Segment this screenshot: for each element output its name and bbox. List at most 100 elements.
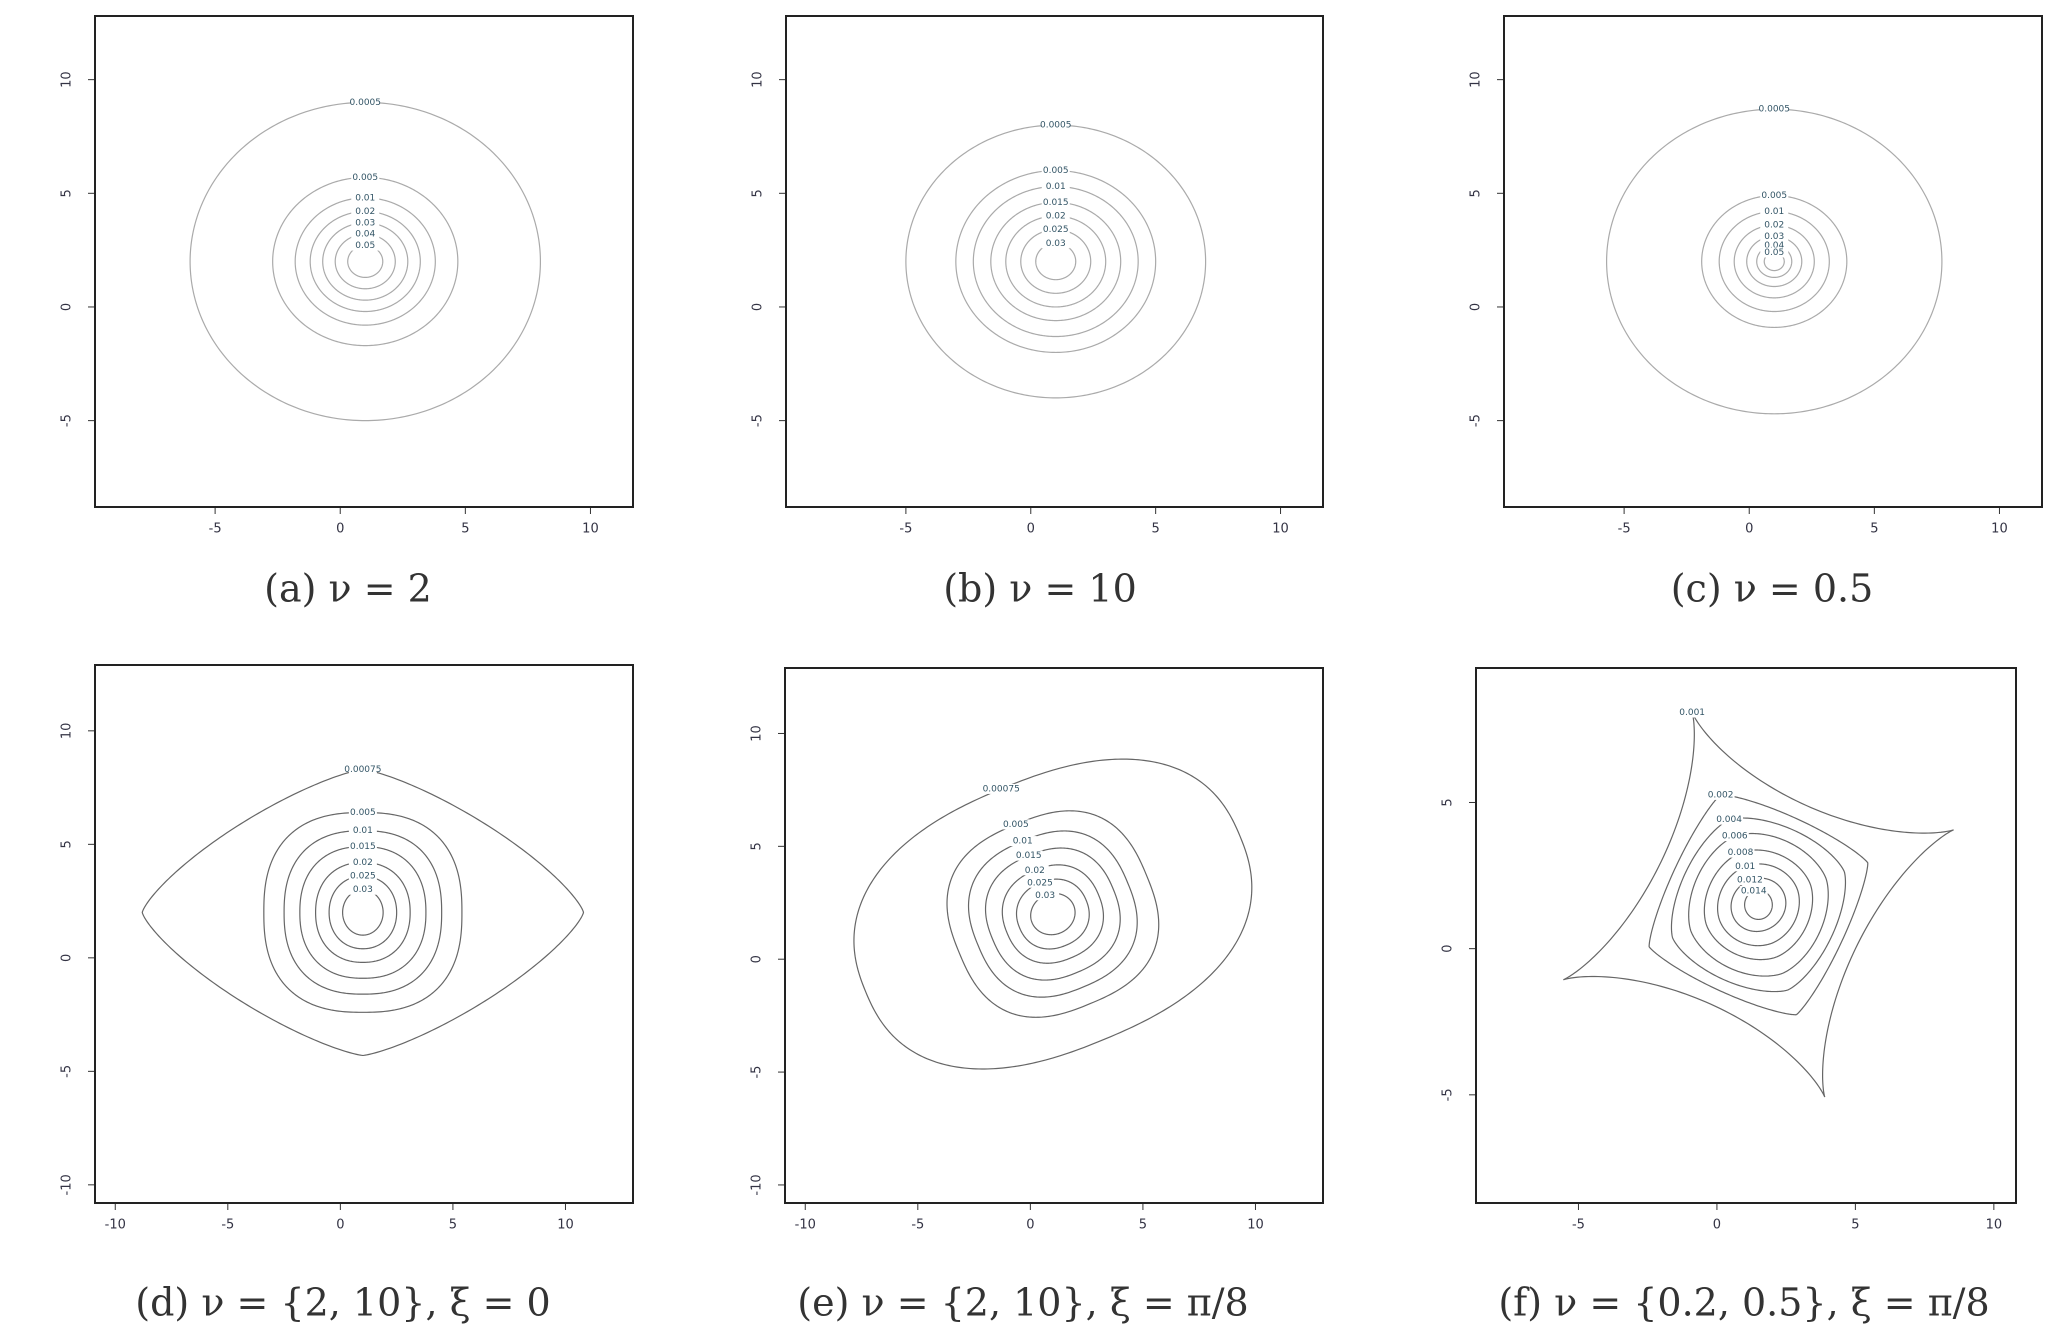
plot-frame	[784, 667, 1324, 1204]
contour-line	[1718, 210, 1830, 313]
contour-line	[1733, 224, 1815, 299]
contour-label-bg	[1731, 861, 1760, 872]
contour-line	[1005, 215, 1107, 308]
contour-label-bg	[348, 764, 377, 775]
contour-label-bg	[351, 172, 380, 183]
contour-label: 0.01	[355, 193, 375, 203]
contour-label-bg	[348, 857, 377, 868]
contour-label-bg	[1706, 789, 1735, 800]
y-tick-label: 10	[751, 71, 766, 88]
y-tick-label: 10	[1469, 71, 1484, 88]
contour-label: 0.002	[1708, 790, 1734, 800]
contour-line	[1730, 877, 1787, 933]
contour-label: 0.025	[1043, 225, 1069, 235]
contour-line	[972, 185, 1139, 338]
contour-line	[955, 169, 1157, 354]
x-tick-label: 5	[1139, 1218, 1147, 1233]
contour-line	[334, 233, 396, 290]
contour-label: 0.014	[1741, 887, 1767, 897]
y-tick-label: -5	[60, 1065, 75, 1078]
contour-label-bg	[348, 841, 377, 852]
y-tick-label: -5	[1469, 414, 1484, 427]
x-tick-label: 5	[461, 522, 469, 537]
x-tick-label: 5	[449, 1218, 457, 1233]
contour-label-bg	[1041, 197, 1070, 208]
y-tick-label: -5	[1441, 1088, 1456, 1101]
y-tick-label: -5	[751, 414, 766, 427]
x-tick-label: 10	[557, 1218, 574, 1233]
contour-label: 0.00075	[983, 784, 1020, 794]
plot-frame	[94, 15, 634, 508]
contour-label: 0.005	[350, 808, 376, 818]
x-tick-label: -10	[795, 1218, 816, 1233]
panel: -5 0 5 10 -5 0 5 10 0.0005 0.005 0.01 0.020.030.040…	[1469, 15, 2043, 611]
contour-label: 0.025	[350, 872, 376, 882]
contour-line	[328, 875, 398, 950]
contour-label-bg	[351, 192, 380, 203]
contour-label-bg	[1735, 875, 1764, 886]
x-tick-label: -5	[899, 522, 912, 537]
plot-frame	[1503, 15, 2043, 508]
y-tick-label: 5	[1441, 798, 1456, 806]
contour-line	[990, 201, 1122, 322]
contour-line	[342, 889, 384, 936]
contour-line	[299, 845, 427, 979]
x-tick-label: 10	[1991, 522, 2008, 537]
contour-label: 0.02	[1764, 221, 1784, 231]
contour-label: 0.01	[353, 826, 373, 836]
contour-label: 0.005	[1043, 166, 1069, 176]
contour-label-bg	[1678, 707, 1707, 718]
contour-label-bg	[1739, 886, 1768, 897]
contour-label: 0.03	[353, 885, 373, 895]
contour-label-bg	[351, 240, 380, 251]
caption: (f) ν = {0.2, 0.5}, ξ = π/8	[1498, 1281, 1989, 1325]
x-tick-label: 0	[336, 522, 344, 537]
contour-label: 0.04	[355, 230, 375, 240]
x-tick-label: 10	[1986, 1218, 2003, 1233]
contour-label: 0.005	[352, 173, 378, 183]
contour-line	[322, 222, 409, 301]
x-tick-label: 0	[336, 1218, 344, 1233]
x-tick-label: 5	[1851, 1218, 1859, 1233]
contour-label-bg	[348, 871, 377, 882]
contour-label: 0.00075	[344, 765, 381, 775]
panel: -10 -5 0 5 10 -10 -5 0 5 10 0.00075 0.005 0.01 0.015 0…	[60, 664, 634, 1325]
contour-line	[984, 847, 1121, 981]
x-tick-label: 0	[1027, 522, 1035, 537]
contour-line	[946, 810, 1160, 1018]
contour-label: 0.01	[1046, 182, 1066, 192]
plot-frame	[94, 664, 634, 1204]
y-tick-label: 5	[750, 842, 765, 850]
contour-line	[1020, 229, 1092, 294]
contour-line	[1001, 864, 1105, 964]
x-tick-label: -5	[209, 522, 222, 537]
caption: (b) ν = 10	[943, 567, 1137, 611]
contour-line	[1716, 863, 1800, 947]
y-tick-label: 5	[751, 189, 766, 197]
contour-label: 0.02	[1046, 212, 1066, 222]
contour-label: 0.02	[353, 858, 373, 868]
contour-label-bg	[1760, 206, 1789, 217]
contour-line	[141, 768, 585, 1057]
y-tick-label: -5	[60, 414, 75, 427]
contour-line	[1703, 849, 1814, 961]
x-tick-label: -5	[1618, 522, 1631, 537]
contour-line	[1670, 817, 1847, 993]
y-tick-label: 0	[60, 954, 75, 962]
contour-label-bg	[348, 884, 377, 895]
contour-line	[905, 124, 1207, 399]
contour-label: 0.0005	[350, 98, 382, 108]
contour-label-bg	[348, 825, 377, 836]
x-tick-label: -5	[1572, 1218, 1585, 1233]
contour-label: 0.025	[1027, 878, 1053, 888]
contour-label-bg	[1760, 220, 1789, 231]
caption: (c) ν = 0.5	[1671, 567, 1874, 611]
panel: -10 -5 0 5 10 -10 -5 0 5 10 0.00075 0.005 0.01 0.015 0…	[750, 667, 1324, 1325]
contour-label-bg	[351, 97, 380, 108]
panel: -5 0 5 10 -5 0 5 10 0.0005 0.005 0.01 0.015 0.02 0.02…	[751, 15, 1324, 611]
x-tick-label: 10	[1272, 522, 1289, 537]
caption: (d) ν = {2, 10}, ξ = 0	[135, 1281, 550, 1325]
contour-label-bg	[1726, 847, 1755, 858]
y-tick-label: -10	[60, 1174, 75, 1195]
